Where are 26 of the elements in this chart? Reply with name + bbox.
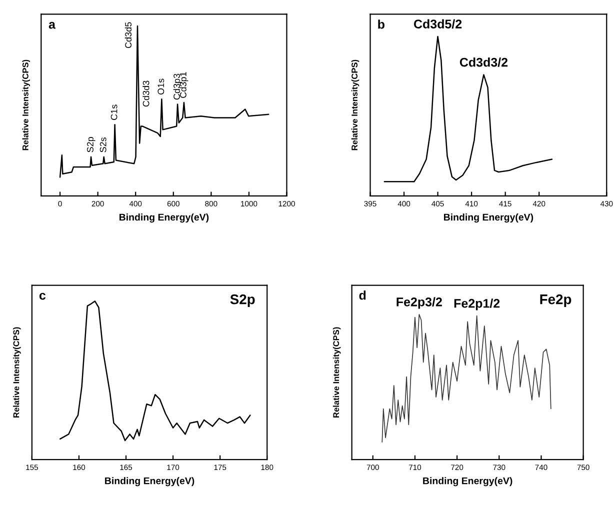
x-axis-title: Binding Energy(eV) xyxy=(105,477,194,486)
annotation: Cd3p1 xyxy=(180,72,188,98)
annotation: Cd3d3/2 xyxy=(460,58,508,67)
annotation: Fe2p1/2 xyxy=(454,298,500,310)
annotation: Fe2p3/2 xyxy=(396,297,442,309)
annotation: a xyxy=(48,22,56,29)
y-axis-title: Relative Intensity(CPS) xyxy=(22,60,30,150)
y-axis-title: Relative Intensity(CPS) xyxy=(13,327,21,418)
annotation: S2s xyxy=(100,137,106,152)
annotation: Cd3d3 xyxy=(142,80,150,107)
x-axis-title: Binding Energy(eV) xyxy=(119,213,209,223)
x-axis-title: Binding Energy(eV) xyxy=(444,213,534,223)
x-axis-title: Binding Energy(eV) xyxy=(423,477,512,486)
y-axis-title: Relative Intensity(CPS) xyxy=(351,60,360,150)
text: d xyxy=(359,290,366,300)
annotation: S2p xyxy=(230,294,255,307)
y-axis-title: Relative Intensity(CPS) xyxy=(332,327,341,418)
text: Fe2p xyxy=(540,294,572,307)
annotation: Cd3d5/2 xyxy=(414,19,462,29)
text: c xyxy=(39,292,46,300)
annotation: Cd3d5 xyxy=(124,22,132,48)
annotation: C1s xyxy=(110,104,118,120)
annotation: O1s xyxy=(158,78,164,94)
annotation: S2p xyxy=(87,137,96,152)
text: b xyxy=(378,20,384,29)
annotation: Cd3p3 xyxy=(173,74,182,100)
